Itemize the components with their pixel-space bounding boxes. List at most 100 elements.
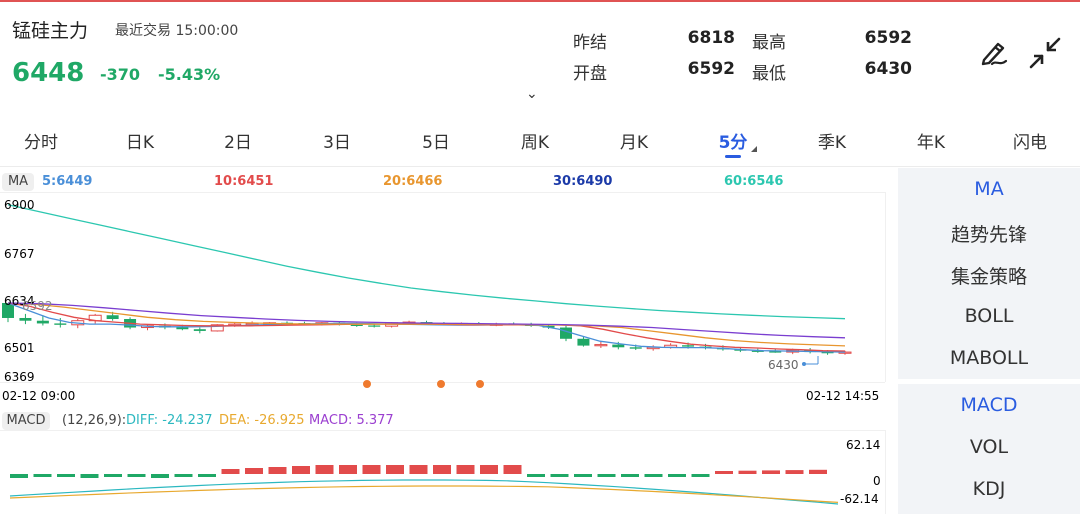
tabs-divider: [0, 166, 1080, 167]
price-change-percent: -5.43%: [158, 65, 221, 84]
candle-body: [368, 325, 381, 327]
macd-bar: [57, 474, 75, 477]
candle-body: [106, 315, 119, 320]
candle-body: [769, 351, 782, 353]
macd-bar: [386, 465, 404, 474]
ma10-label: 10:6451: [214, 174, 274, 189]
active-tab-indicator: [725, 155, 741, 158]
tab-2-day[interactable]: 2日: [224, 133, 252, 153]
quote-label-high: 最高: [752, 33, 786, 53]
candle-body: [19, 317, 32, 321]
quote-label-low: 最低: [752, 64, 786, 84]
macd-bar: [480, 465, 498, 474]
macd-bar: [80, 474, 99, 478]
candle-body: [629, 347, 642, 349]
macd-bar: [409, 465, 428, 474]
sidebar-item-trend-pioneer[interactable]: 趋势先锋: [950, 224, 1027, 246]
signal-marker: [363, 380, 371, 388]
tab-yearly-k[interactable]: 年K: [916, 133, 946, 153]
quote-label-open: 开盘: [573, 64, 607, 84]
last-price: 6448: [12, 58, 85, 88]
macd-bar: [362, 465, 381, 474]
tab-flash[interactable]: 闪电: [1013, 133, 1047, 153]
macd-bar: [644, 474, 663, 477]
macd-bar: [715, 471, 733, 474]
tab-quarterly-k[interactable]: 季K: [817, 133, 847, 153]
macd-chart[interactable]: 62.14 0 -62.14: [0, 430, 890, 514]
macd-bar: [315, 465, 334, 474]
macd-value: MACD: 5.377: [309, 413, 394, 428]
tab-5-day[interactable]: 5日: [422, 133, 450, 153]
edit-pen-icon[interactable]: [978, 36, 1010, 68]
sidebar-item-fund-strategy[interactable]: 集金策略: [950, 266, 1027, 288]
macd-bar: [221, 469, 240, 474]
ma5-label: 5:6449: [42, 174, 93, 189]
macd-bar: [597, 474, 616, 477]
candle-body: [560, 327, 572, 339]
macd-params: (12,26,9):: [62, 413, 127, 428]
macd-bar: [174, 474, 193, 477]
macd-bar: [574, 474, 592, 477]
macd-bar: [809, 469, 827, 474]
sidebar-item-macd[interactable]: MACD: [960, 394, 1018, 416]
candle-body: [682, 345, 695, 347]
sidebar-item-boll[interactable]: BOLL: [964, 305, 1014, 327]
indicator-sidebar: MA 趋势先锋 集金策略 BOLL MABOLL MACD VOL KDJ: [898, 168, 1080, 514]
sidebar-item-vol[interactable]: VOL: [969, 436, 1009, 458]
sidebar-item-ma[interactable]: MA: [974, 178, 1004, 200]
macd-bar: [339, 465, 357, 474]
macd-bar: [151, 474, 169, 478]
x-label-start: 02-12 09:00: [2, 389, 75, 403]
ma30-label: 30:6490: [553, 174, 613, 189]
dea-line: [9, 485, 839, 503]
candle-body: [594, 344, 608, 347]
low-price-marker: 6430: [768, 358, 799, 372]
signal-marker: [437, 380, 445, 388]
macd-bar: [292, 466, 310, 474]
tab-daily-k[interactable]: 日K: [125, 133, 155, 153]
macd-y-zero: 0: [873, 474, 881, 488]
dea-value: DEA: -26.925: [219, 413, 305, 428]
tab-5-minute[interactable]: 5分: [718, 133, 748, 153]
ma60-label: 60:6546: [724, 174, 784, 189]
trade-status: 最近交易 15:00:00: [115, 23, 239, 39]
candle-body: [54, 323, 67, 325]
candle-body: [2, 302, 14, 318]
tab-dropdown-corner-icon[interactable]: [751, 146, 757, 152]
candle-body: [350, 324, 363, 327]
macd-bar: [621, 474, 639, 477]
tab-weekly-k[interactable]: 周K: [520, 133, 550, 153]
candle-body: [193, 329, 206, 331]
macd-bar: [104, 474, 122, 477]
sidebar-item-maboll[interactable]: MABOLL: [949, 347, 1029, 369]
candle-body: [577, 338, 590, 346]
kline-chart[interactable]: 6900 6767 6634 6592 6501 6369 6430 02-12…: [0, 192, 890, 407]
expand-chevron-icon[interactable]: ⌄: [526, 86, 538, 102]
sidebar-item-kdj[interactable]: KDJ: [972, 478, 1006, 500]
macd-bar: [433, 465, 451, 474]
ma-indicator-badge[interactable]: MA: [2, 173, 34, 191]
macd-bar: [198, 474, 216, 477]
macd-y-top: 62.14: [846, 438, 880, 452]
open-price-marker: 6592: [22, 299, 53, 313]
top-accent-line: [0, 0, 1080, 2]
macd-bar: [503, 465, 522, 474]
tab-monthly-k[interactable]: 月K: [619, 133, 649, 153]
diff-value: DIFF: -24.237: [126, 413, 213, 428]
ma-line-20: [7, 302, 846, 347]
macd-bar: [668, 474, 686, 477]
x-label-end: 02-12 14:55: [806, 389, 879, 403]
sidebar-divider: [898, 379, 1080, 384]
ma-line-30: [7, 302, 846, 339]
macd-bar: [527, 474, 545, 477]
macd-y-bottom: -62.14: [840, 492, 879, 506]
tab-3-day[interactable]: 3日: [323, 133, 351, 153]
tab-intraday[interactable]: 分时: [24, 133, 58, 153]
y-label-6900: 6900: [4, 198, 35, 212]
macd-bar: [456, 465, 475, 474]
shrink-icon[interactable]: [1028, 36, 1062, 70]
candle-body: [36, 320, 49, 324]
diff-line: [9, 479, 839, 505]
contract-title: 锰硅主力: [12, 20, 89, 42]
macd-indicator-badge[interactable]: MACD: [2, 412, 50, 430]
